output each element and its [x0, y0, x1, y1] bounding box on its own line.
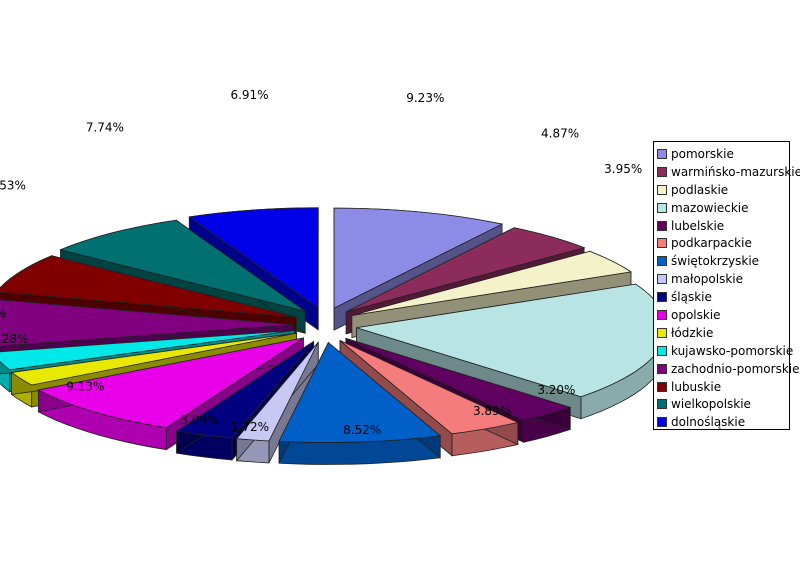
legend-label: mazowieckie: [671, 200, 749, 215]
legend-item: podlaskie: [654, 181, 789, 199]
data-label-9: 9.13%: [66, 379, 104, 393]
legend-item: małopolskie: [654, 270, 789, 288]
legend-swatch: [657, 381, 667, 392]
pie-slice-7: [235, 341, 319, 464]
legend-item: warmińsko-mazurskie: [654, 163, 800, 181]
data-label-0: 9.23%: [406, 91, 444, 105]
data-label-4: 3.20%: [537, 383, 575, 397]
pie-slice-3: [356, 283, 668, 420]
legend-item: opolskie: [654, 306, 789, 324]
legend-item: kujawsko-pomorskie: [654, 342, 793, 360]
legend-label: opolskie: [671, 307, 721, 322]
legend-swatch: [657, 148, 667, 159]
chart-legend: pomorskie warmińsko-mazurskie podlaskie maz…: [653, 141, 800, 431]
legend-label: kujawsko-pomorskie: [671, 343, 794, 358]
legend-item: lubelskie: [654, 217, 789, 235]
data-label-6: 8.52%: [343, 423, 381, 437]
legend-item: łódzkie: [654, 324, 789, 342]
data-label-15: 6.91%: [230, 88, 268, 102]
legend-label: świętokrzyskie: [671, 254, 760, 269]
data-label-1: 4.87%: [541, 127, 579, 141]
legend-swatch: [657, 274, 667, 285]
legend-label: lubuskie: [671, 379, 722, 394]
legend-label: lubelskie: [671, 218, 725, 233]
legend-item: mazowieckie: [654, 199, 789, 217]
legend-label: podlaskie: [671, 182, 729, 197]
legend-swatch: [657, 399, 667, 410]
legend-label: małopolskie: [671, 272, 744, 287]
legend-swatch: [657, 184, 667, 195]
legend-swatch: [657, 309, 667, 320]
legend-item: pomorskie: [654, 145, 789, 163]
legend-label: zachodnio-pomorskie: [671, 361, 800, 376]
legend-label: warmińsko-mazurskie: [671, 164, 800, 179]
legend-label: łódzkie: [671, 325, 714, 340]
data-label-5: 3.89%: [473, 404, 511, 418]
data-label-14: 7.74%: [86, 121, 124, 135]
legend-swatch: [657, 292, 667, 303]
data-label-8: 3.09%: [180, 413, 218, 427]
data-label-7: 1.72%: [231, 420, 269, 434]
legend-item: dolnośląskie: [654, 413, 789, 431]
legend-swatch: [657, 220, 667, 231]
pie-slice-6: [278, 341, 442, 465]
legend-label: dolnośląskie: [671, 415, 746, 430]
legend-swatch: [657, 238, 667, 249]
legend-label: podkarpackie: [671, 236, 752, 251]
legend-swatch: [657, 345, 667, 356]
legend-item: wielkopolskie: [654, 395, 789, 413]
legend-swatch: [657, 327, 667, 338]
legend-item: lubuskie: [654, 378, 789, 396]
legend-swatch: [657, 166, 667, 177]
legend-item: świętokrzyskie: [654, 252, 789, 270]
legend-label: śląskie: [671, 290, 712, 305]
legend-swatch: [657, 417, 667, 428]
legend-label: pomorskie: [671, 146, 734, 161]
legend-swatch: [657, 256, 667, 267]
legend-swatch: [657, 202, 667, 213]
data-label-2: 3.95%: [604, 162, 642, 176]
legend-item: zachodnio-pomorskie: [654, 360, 800, 378]
data-label-13: 6.53%: [0, 179, 26, 193]
legend-swatch: [657, 363, 667, 374]
legend-item: śląskie: [654, 288, 789, 306]
legend-item: podkarpackie: [654, 234, 789, 252]
data-label-10: 2.28%: [0, 332, 28, 346]
legend-label: wielkopolskie: [671, 397, 751, 412]
data-label-11: 2.96%: [0, 306, 6, 320]
